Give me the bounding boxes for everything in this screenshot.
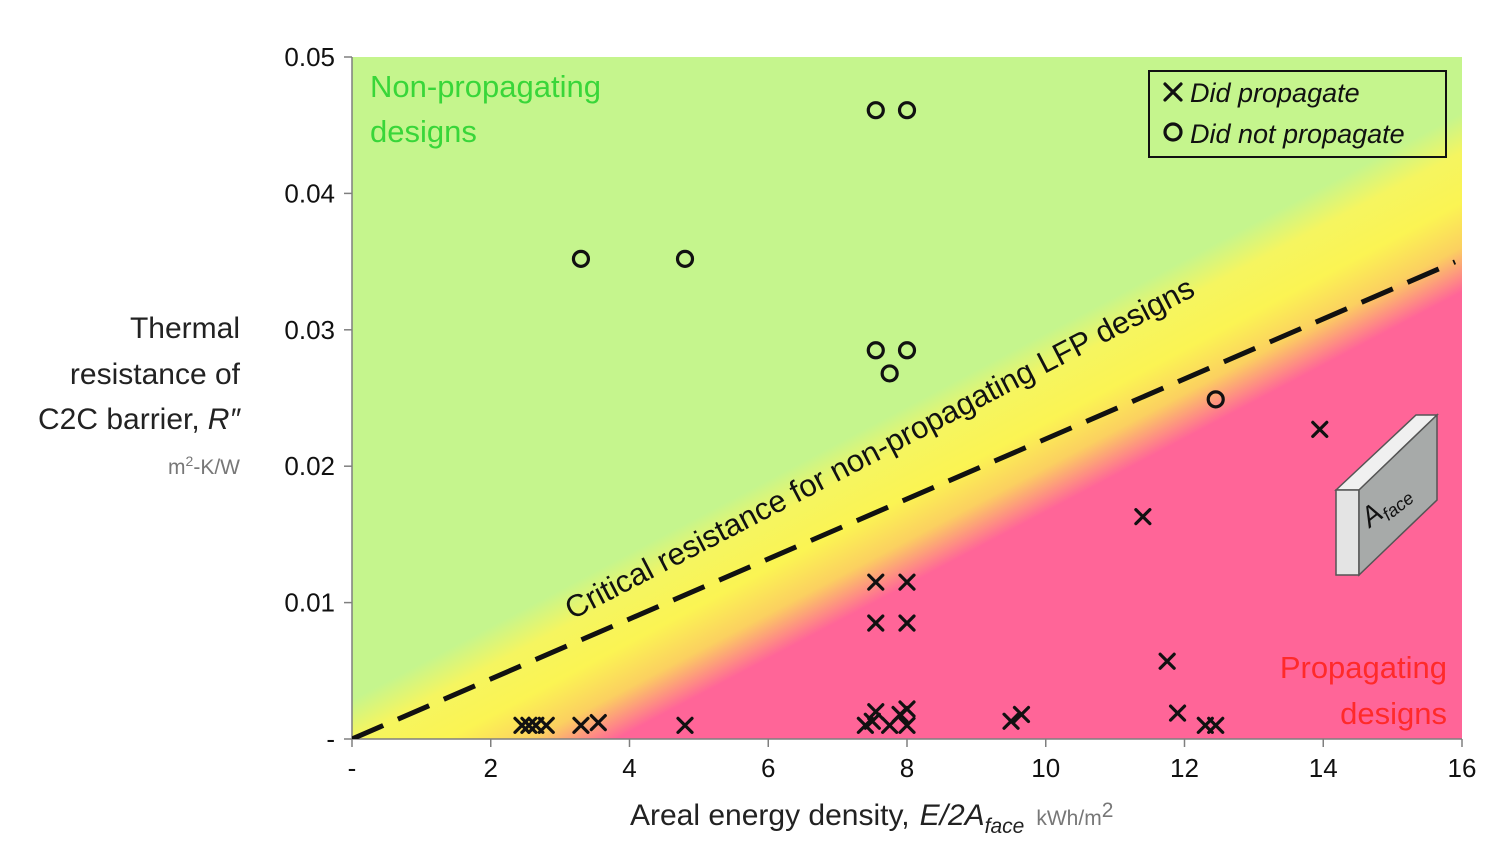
y-ticks: - 0.01 0.02 0.03 0.04 0.05 <box>284 42 352 754</box>
region-propagating-line2: designs <box>1340 696 1447 731</box>
x-tick-label: 10 <box>1031 753 1060 783</box>
x-tick-label: 6 <box>761 753 775 783</box>
point-did-propagate <box>867 573 885 591</box>
legend-x-marker <box>1163 82 1183 102</box>
x-tick-label: 2 <box>484 753 498 783</box>
point-did-propagate <box>867 703 885 721</box>
x-tick-label: 14 <box>1309 753 1338 783</box>
point-did-propagate <box>513 716 531 734</box>
x-tick-label: 8 <box>900 753 914 783</box>
point-did-propagate <box>863 712 881 730</box>
x-tick-label: 12 <box>1170 753 1199 783</box>
point-did-not-propagate <box>675 249 695 268</box>
point-did-not-propagate <box>866 101 885 120</box>
x-tick-label: 4 <box>622 753 636 783</box>
svg-text:C2C barrier,R″: C2C barrier, R″ <box>38 403 241 436</box>
point-did-propagate <box>589 714 607 732</box>
point-did-propagate <box>1134 508 1152 526</box>
point-did-propagate <box>1207 716 1225 734</box>
svg-text:resistance of: resistance of <box>70 358 241 391</box>
y-tick-label: 0.05 <box>284 42 335 72</box>
point-did-propagate <box>898 614 916 632</box>
point-did-propagate <box>1012 705 1031 724</box>
x-tick-label: 16 <box>1448 753 1477 783</box>
plot-background <box>352 57 1462 739</box>
legend-label-did-propagate: Did propagate <box>1190 78 1360 108</box>
y-tick-label: 0.03 <box>284 315 335 345</box>
point-did-propagate <box>898 700 916 718</box>
point-did-propagate <box>1311 420 1329 438</box>
region-non-propagating-line2: designs <box>370 114 477 149</box>
data-points <box>513 101 1329 734</box>
y-axis-title: Thermal resistance of C2C barrier, R″ m2-… <box>38 312 241 479</box>
point-did-not-propagate <box>880 364 899 383</box>
y-tick-label: - <box>326 724 335 754</box>
y-tick-label: 0.01 <box>284 588 335 618</box>
point-did-propagate <box>537 716 555 734</box>
point-did-propagate <box>520 716 538 734</box>
x-axis-title: Areal energy density, E/2Aface kWh/m2 <box>630 799 1113 838</box>
point-did-propagate <box>898 573 916 591</box>
point-did-propagate <box>676 716 694 734</box>
point-did-propagate <box>898 716 916 734</box>
region-non-propagating-line1: Non-propagating <box>370 69 601 104</box>
point-did-propagate <box>1002 712 1020 730</box>
critical-resistance-line <box>352 259 1457 739</box>
point-did-not-propagate <box>571 249 591 268</box>
region-propagating-line1: Propagating <box>1280 650 1447 685</box>
y-tick-label: 0.02 <box>284 451 335 481</box>
legend-o-marker <box>1163 122 1183 142</box>
point-did-not-propagate <box>897 341 917 360</box>
svg-text:m2-K/W: m2-K/W <box>168 453 240 479</box>
point-did-propagate <box>1168 704 1187 722</box>
svg-text:Thermal: Thermal <box>130 312 240 345</box>
legend-label-did-not-propagate: Did not propagate <box>1190 119 1405 149</box>
point-did-propagate <box>1158 652 1176 670</box>
point-did-propagate <box>572 716 590 734</box>
a-face-inset-icon: Aface <box>1334 413 1439 577</box>
x-ticks: - 2 4 6 8 10 12 14 16 <box>348 739 1477 783</box>
point-did-not-propagate <box>1206 390 1225 409</box>
legend: Did propagate Did not propagate <box>1148 70 1447 158</box>
legend-box <box>1148 70 1447 158</box>
y-tick-label: 0.04 <box>284 178 335 208</box>
x-tick-label: - <box>348 753 357 783</box>
point-did-not-propagate <box>866 341 885 360</box>
point-did-not-propagate <box>897 101 917 120</box>
point-did-propagate <box>867 614 885 632</box>
